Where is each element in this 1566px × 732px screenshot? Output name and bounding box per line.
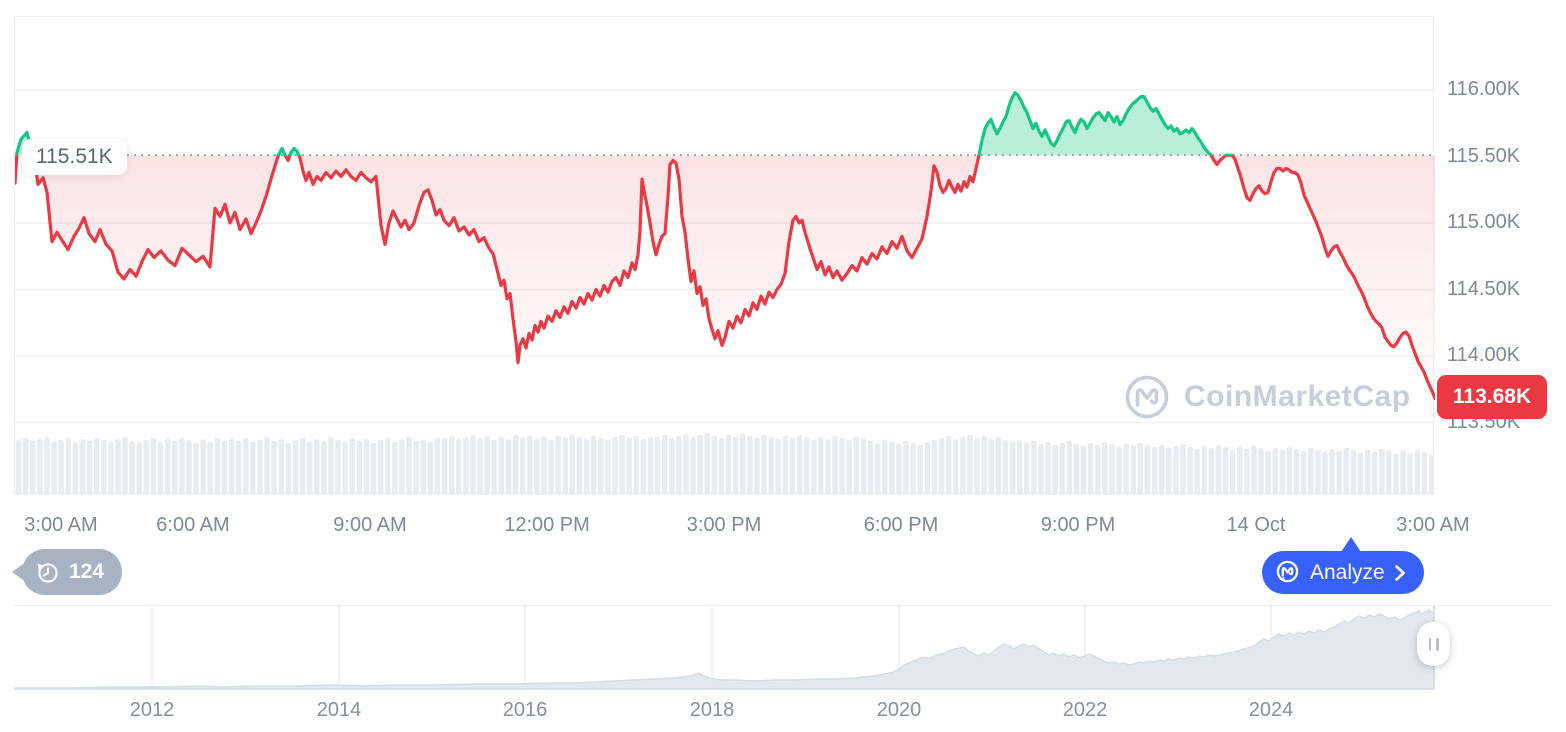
main-chart-card [14, 16, 1435, 495]
x-axis-label: 3:00 AM [24, 514, 98, 536]
last-price-label: 113.68K [1452, 385, 1532, 408]
overview-year-label: 2022 [1062, 699, 1108, 721]
history-count-pill[interactable]: 124 [22, 549, 123, 595]
brush-handle[interactable] [1417, 622, 1450, 666]
analyze-pointer [1341, 537, 1361, 552]
x-axis-label: 9:00 PM [1040, 514, 1116, 536]
chevron-right-icon [1394, 564, 1405, 581]
baseline-price-pill: 115.51K [22, 139, 127, 175]
overview-year-label: 2016 [502, 699, 548, 721]
coinmarketcap-watermark: CoinMarketCap [1124, 374, 1411, 420]
x-axis-label: 14 Oct [1226, 514, 1286, 536]
x-axis-label: 6:00 PM [863, 514, 939, 536]
y-axis-label: 116.00K [1447, 78, 1521, 100]
overview-year-label: 2020 [876, 699, 922, 721]
overview-year-label: 2014 [316, 699, 362, 721]
x-axis-label: 3:00 AM [1396, 514, 1470, 536]
x-axis-label: 3:00 PM [686, 514, 762, 536]
x-axis-label: 9:00 AM [333, 514, 407, 536]
baseline-price-label: 115.51K [36, 145, 113, 168]
analyze-button[interactable]: Analyze [1262, 551, 1424, 594]
y-axis-label: 114.00K [1447, 344, 1521, 366]
analyze-label: Analyze [1310, 560, 1385, 584]
coinmarketcap-logo-icon [1125, 375, 1169, 419]
y-axis-label: 114.50K [1447, 277, 1521, 300]
history-clock-icon [37, 562, 58, 583]
overview-year-label: 2024 [1248, 699, 1294, 721]
brush-handle-bar [1428, 637, 1431, 651]
analyze-logo-icon [1276, 560, 1299, 583]
overview-chart[interactable] [13, 605, 1552, 690]
overview-year-label: 2018 [689, 699, 735, 721]
history-count: 124 [69, 560, 105, 583]
y-axis-label: 115.00K [1447, 211, 1521, 233]
overview-chart-svg[interactable] [13, 606, 1552, 690]
y-axis-label: 115.50K [1447, 144, 1521, 167]
last-price-badge: 113.68K [1437, 375, 1547, 419]
watermark-text: CoinMarketCap [1184, 380, 1411, 413]
brush-handle-bar [1436, 637, 1439, 651]
x-axis-label: 6:00 AM [156, 514, 230, 536]
overview-year-label: 2012 [129, 699, 175, 721]
x-axis-label: 12:00 PM [504, 514, 590, 536]
price-chart-svg[interactable] [15, 17, 1435, 495]
